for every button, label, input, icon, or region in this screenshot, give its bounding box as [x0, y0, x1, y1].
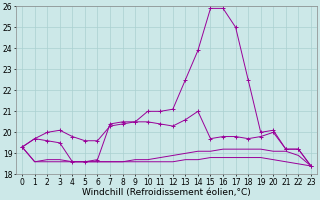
X-axis label: Windchill (Refroidissement éolien,°C): Windchill (Refroidissement éolien,°C) — [82, 188, 251, 197]
